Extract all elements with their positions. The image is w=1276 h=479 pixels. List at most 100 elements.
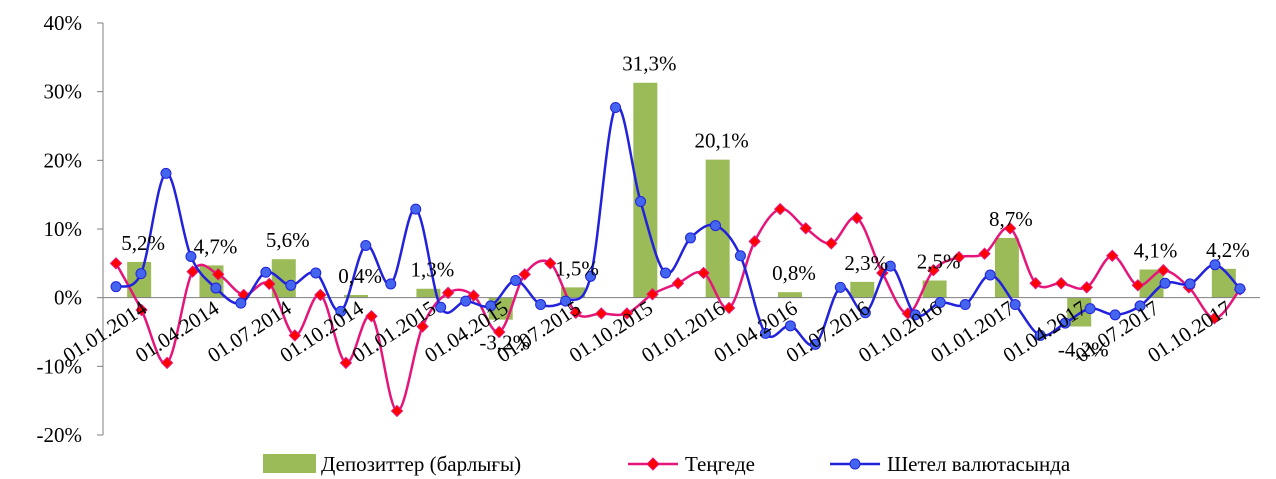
point-foreign-currency — [485, 300, 497, 312]
point-foreign-currency — [1084, 303, 1096, 315]
point-foreign-currency — [709, 220, 721, 232]
bar-data-label: 4,1% — [1134, 239, 1178, 263]
point-tenge — [365, 309, 378, 323]
point-tenge — [441, 286, 455, 300]
point-tenge — [799, 222, 812, 235]
bar-data-label: 20,1% — [695, 129, 749, 153]
point-foreign-currency — [335, 305, 347, 317]
bar-data-label: 2,5% — [917, 250, 961, 274]
y-tick-label: -10% — [37, 354, 83, 378]
y-axis: -20% -10% 0% 10% 20% 30% 40% — [37, 11, 104, 447]
point-tenge — [748, 235, 761, 248]
legend: Депозиттер (барлығы) Теңгеде Шетел валют… — [263, 452, 1071, 476]
point-foreign-currency — [984, 269, 996, 281]
point-foreign-currency — [1109, 309, 1121, 321]
point-foreign-currency — [135, 268, 147, 280]
y-tick-label: 40% — [44, 11, 83, 35]
point-foreign-currency — [610, 101, 622, 113]
point-foreign-currency — [784, 320, 796, 332]
point-tenge — [697, 266, 710, 280]
bar — [1211, 268, 1236, 298]
y-tick-label: 0% — [54, 286, 82, 310]
point-foreign-currency — [1184, 278, 1196, 290]
point-foreign-currency — [585, 270, 597, 282]
point-foreign-currency — [834, 281, 846, 293]
point-foreign-currency — [110, 281, 122, 293]
point-tenge — [1131, 279, 1145, 292]
point-tenge — [186, 265, 199, 278]
point-foreign-currency — [160, 167, 172, 179]
bar-data-label: -4,2% — [1058, 338, 1109, 362]
point-tenge — [646, 288, 659, 301]
bar-data-label: 4,7% — [194, 234, 238, 258]
legend-swatch-deposits — [263, 454, 316, 473]
bar-data-label: 1,3% — [411, 258, 455, 282]
point-foreign-currency — [535, 299, 547, 311]
point-foreign-currency — [1209, 259, 1221, 271]
bar — [994, 237, 1019, 298]
point-foreign-currency — [510, 275, 522, 286]
point-foreign-currency — [235, 297, 247, 309]
bar-data-label: 0,8% — [772, 261, 816, 285]
bar-data-label: 2,3% — [844, 251, 888, 275]
point-foreign-currency — [560, 295, 572, 307]
point-foreign-currency — [1134, 300, 1146, 312]
point-foreign-currency — [210, 282, 222, 294]
point-foreign-currency — [1009, 299, 1021, 311]
point-foreign-currency — [1059, 317, 1071, 329]
point-foreign-currency — [684, 232, 696, 244]
legend-marker-foreign — [849, 458, 861, 470]
point-foreign-currency — [460, 295, 472, 307]
legend-marker-tenge — [646, 457, 660, 471]
bar — [777, 292, 802, 298]
point-tenge — [211, 268, 225, 281]
point-tenge — [1106, 249, 1119, 262]
bar-data-label: 0,4% — [338, 264, 382, 288]
point-foreign-currency — [734, 250, 746, 262]
bar — [344, 294, 369, 298]
point-foreign-currency — [809, 338, 821, 350]
point-tenge — [1054, 277, 1068, 290]
y-tick-label: 30% — [44, 80, 83, 104]
point-tenge — [314, 288, 327, 302]
point-foreign-currency — [859, 307, 871, 319]
point-tenge — [978, 247, 991, 260]
point-tenge — [135, 303, 148, 317]
point-foreign-currency — [959, 299, 971, 311]
bar-data-label: 5,2% — [121, 231, 165, 255]
point-foreign-currency — [759, 327, 771, 339]
legend-label-deposits: Депозиттер (барлығы) — [321, 452, 521, 476]
bar-data-label: 4,2% — [1206, 238, 1250, 262]
point-tenge — [1080, 281, 1093, 294]
point-tenge — [773, 202, 787, 216]
point-tenge — [109, 257, 123, 270]
point-tenge — [1003, 222, 1017, 235]
point-tenge — [825, 237, 838, 250]
y-tick-label: -20% — [37, 423, 83, 447]
bar — [416, 288, 441, 298]
point-tenge — [1029, 277, 1042, 290]
point-tenge — [1157, 263, 1170, 277]
point-tenge — [927, 263, 940, 277]
point-tenge — [671, 277, 685, 290]
point-tenge — [620, 307, 634, 320]
point-tenge — [339, 356, 353, 370]
point-foreign-currency — [934, 296, 946, 308]
point-foreign-currency — [1159, 277, 1171, 289]
y-tick-label: 10% — [44, 217, 83, 241]
line-tenge — [114, 207, 1241, 413]
line-series — [109, 101, 1247, 418]
point-tenge — [416, 320, 429, 333]
bar-data-labels: 5,2% 4,7% 5,6% 0,4% 1,3% -3,2% 1,5% 31,3% 20,1% 0… — [121, 52, 1249, 362]
point-tenge — [288, 329, 302, 342]
y-tick-label: 20% — [44, 148, 83, 172]
bar-data-label: 1,5% — [555, 256, 599, 280]
point-tenge — [1208, 312, 1221, 325]
point-foreign-currency — [635, 196, 647, 208]
point-tenge — [544, 257, 557, 270]
point-tenge — [952, 250, 966, 264]
bar-data-label: 31,3% — [622, 52, 676, 76]
point-tenge — [850, 211, 864, 225]
point-tenge — [390, 404, 404, 418]
